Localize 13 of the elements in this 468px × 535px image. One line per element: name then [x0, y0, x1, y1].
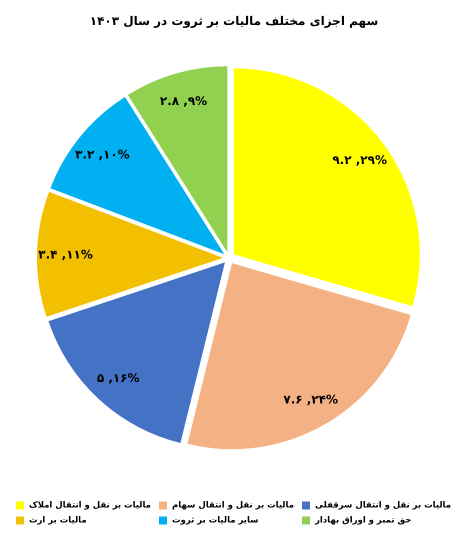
legend-label: حق تمبر و اوراق بهادار — [314, 516, 412, 526]
data-label: ۲.۸ ,۹% — [160, 94, 208, 108]
legend-label: مالیات بر ارث — [29, 516, 87, 526]
data-label: ۷.۶ ,۲۴% — [283, 392, 338, 407]
data-label: ۹.۲ ,۲۹% — [332, 152, 387, 167]
legend-label: مالیات بر نقل و انتقال سرقفلی — [315, 500, 451, 510]
data-label: ۳.۴ ,۱۱% — [38, 248, 93, 262]
data-label: ۳.۲ ,۱۰% — [75, 148, 130, 162]
data-label: ۵ ,۱۶% — [96, 371, 140, 386]
legend-label: سایر مالیات بر ثروت — [172, 516, 259, 526]
chart-title: سهم اجزای مختلف مالیات بر ثروت در سال ۱۴۰۳ — [90, 14, 378, 28]
legend-label: مالیات بر نقل و انتقال املاک — [29, 500, 151, 510]
legend-label: مالیات بر نقل و انتقال سهام — [172, 500, 294, 510]
